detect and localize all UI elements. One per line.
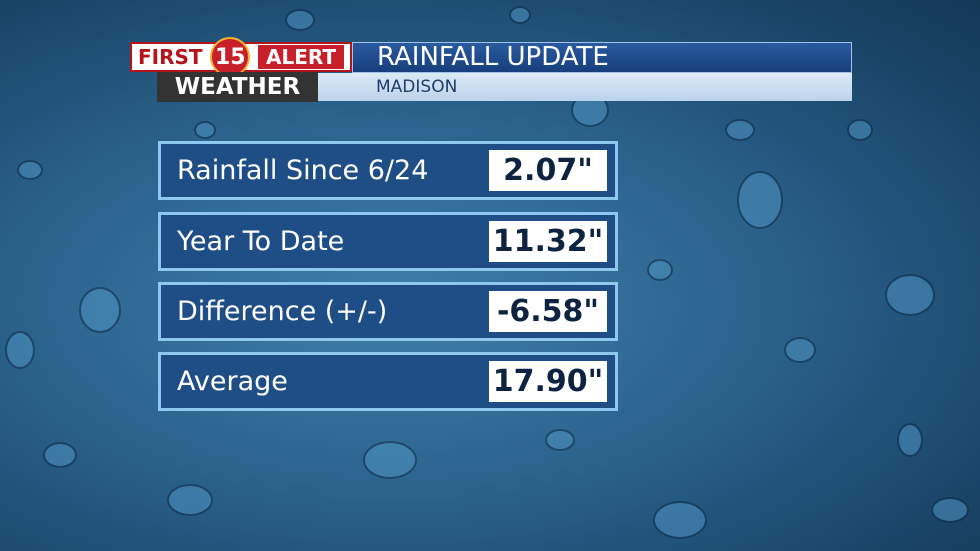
row-label: Rainfall Since 6/24 [177,155,429,186]
row-value: 17.90" [489,361,607,402]
header-subtitle: MADISON [318,73,852,101]
logo-alert: ALERT [257,45,344,69]
logo-weather: WEATHER [157,72,318,102]
logo-number: 15 [210,37,251,77]
logo-first: FIRST [138,45,203,69]
row-value: 11.32" [489,221,607,262]
header-title: RAINFALL UPDATE [352,42,852,73]
row-label: Year To Date [177,226,345,257]
table-row: Average 17.90" [158,352,618,411]
row-label: Average [177,366,288,397]
row-value: -6.58" [489,291,607,332]
row-value: 2.07" [489,150,607,191]
table-row: Rainfall Since 6/24 2.07" [158,141,618,200]
table-row: Year To Date 11.32" [158,212,618,271]
logo: FIRST 15 ALERT [130,37,352,77]
row-label: Difference (+/-) [177,296,388,327]
table-row: Difference (+/-) -6.58" [158,282,618,341]
